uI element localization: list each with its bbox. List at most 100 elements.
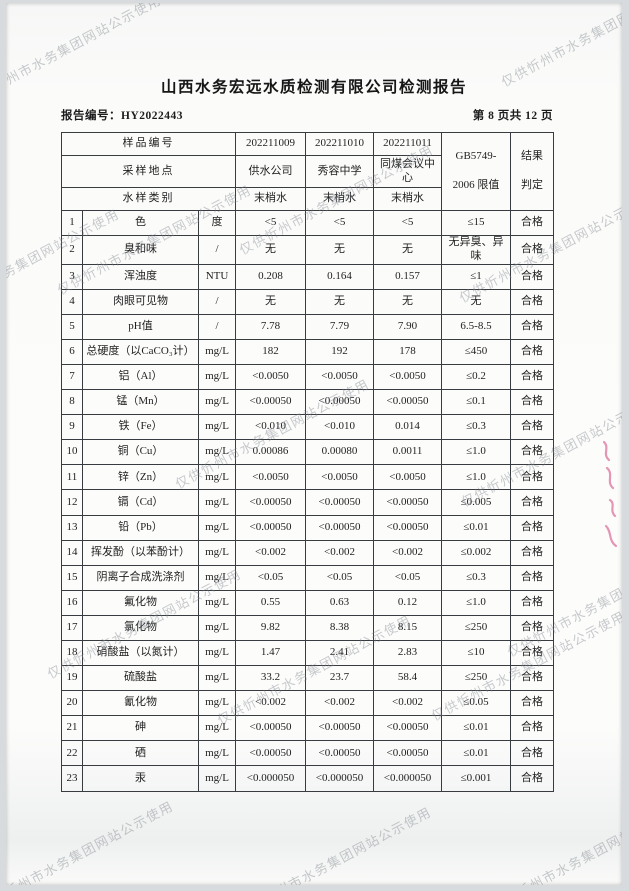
sample3-value: <0.002 [373,539,442,566]
parameter-row: 23 汞 mg/L <0.000050 <0.000050 <0.000050 … [61,765,554,792]
parameter-row: 3 浑浊度 NTU 0.208 0.164 0.157 ≤1 合格 [61,263,554,290]
sample-id-row: 样品编号 202211009 202211010 202211011 GB574… [61,132,554,211]
parameter-row: 19 硫酸盐 mg/L 33.2 23.7 58.4 ≤250 合格 [61,665,554,692]
parameter-row: 10 铜（Cu） mg/L 0.00086 0.00080 0.0011 ≤1.… [61,439,554,466]
sample-type-label: 水样类别 [61,187,236,211]
limit-value: ≤0.002 [441,539,511,566]
result-value: 合格 [510,514,554,541]
unit: mg/L [198,363,236,391]
parameter-row: 1 色 度 <5 <5 <5 ≤15 合格 [61,209,554,237]
sample2-value: <0.002 [305,690,374,717]
sample3-id: 202211011 [373,132,442,156]
sample3-value: 8.15 [373,614,442,642]
parameter-row: 5 pH值 / 7.78 7.79 7.90 6.5-8.5 合格 [61,313,554,340]
sample2-value: 0.164 [305,263,374,290]
parameter-row: 15 阴离子合成洗涤剂 mg/L <0.05 <0.05 <0.05 ≤0.3 … [61,564,554,591]
parameter-name: 总硬度（以CaCO₃计） [82,338,199,365]
sample3-site: 同煤会议中心 [373,155,442,188]
parameter-name: 肉眼可见物 [82,288,199,315]
parameter-row: 14 挥发酚（以苯酚计） mg/L <0.002 <0.002 <0.002 ≤… [61,539,554,566]
sample1-value: <0.05 [235,564,306,591]
unit: mg/L [198,514,236,541]
sample1-value: <0.0050 [235,363,306,391]
sample3-value: 无 [373,288,442,315]
parameter-name: 硝酸盐（以氮计） [82,639,199,667]
sample3-value: <0.00050 [373,715,442,742]
parameter-row: 6 总硬度（以CaCO₃计） mg/L 182 192 178 ≤450 合格 [61,338,554,365]
limit-header-line1: GB5749- [455,150,497,162]
result-value: 合格 [510,263,554,290]
unit: mg/L [198,665,236,692]
sample2-value: 无 [305,288,374,315]
parameter-row: 2 臭和味 / 无 无 无 无异臭、异味 合格 [61,235,554,265]
row-number: 5 [61,313,83,340]
unit: mg/L [198,765,236,792]
row-number: 2 [61,235,83,265]
limit-value: ≤1.0 [441,439,511,466]
unit: mg/L [198,439,236,466]
parameter-row: 13 铅（Pb） mg/L <0.00050 <0.00050 <0.00050… [61,514,554,541]
unit: mg/L [198,338,236,365]
limit-value: ≤0.01 [441,514,511,541]
sample3-value: 7.90 [373,313,442,340]
parameter-row: 8 锰（Mn） mg/L <0.00050 <0.00050 <0.00050 … [61,389,554,416]
sample-id-label: 样品编号 [61,132,236,156]
sample2-value: <0.0050 [305,464,374,491]
sample1-site: 供水公司 [235,155,306,188]
sample3-value: <0.00050 [373,389,442,416]
sample1-type: 末梢水 [235,187,306,211]
parameter-row: 22 硒 mg/L <0.00050 <0.00050 <0.00050 ≤0.… [61,740,554,767]
sample1-id: 202211009 [235,132,306,156]
sample3-value: <0.00050 [373,740,442,767]
result-value: 合格 [510,690,554,717]
unit: mg/L [198,690,236,717]
sample2-value: <0.05 [305,564,374,591]
result-value: 合格 [510,439,554,466]
sample3-value: 无 [373,235,442,265]
sample2-value: <0.00050 [305,489,374,516]
parameter-name: 锰（Mn） [82,389,199,416]
limit-value: 6.5-8.5 [441,313,511,340]
parameter-name: 汞 [82,765,199,792]
limit-header-line2: 2006 限值 [452,179,500,192]
sample1-value: <0.0050 [235,464,306,491]
unit: mg/L [198,414,236,441]
sample3-value: <0.00050 [373,489,442,516]
sample1-value: <0.002 [235,690,306,717]
parameter-row: 4 肉眼可见物 / 无 无 无 无 合格 [61,288,554,315]
row-number: 18 [61,639,83,667]
parameter-row: 9 铁（Fe） mg/L <0.010 <0.010 0.014 ≤0.3 合格 [61,414,554,441]
unit: mg/L [198,489,236,516]
unit: mg/L [198,539,236,566]
limit-value: ≤10 [441,639,511,667]
row-number: 22 [61,740,83,767]
parameter-name: pH值 [82,313,199,340]
result-value: 合格 [510,665,554,692]
result-value: 合格 [510,313,554,340]
sample2-id: 202211010 [305,132,374,156]
parameter-name: 砷 [82,715,199,742]
result-value: 合格 [510,288,554,315]
sample3-value: 58.4 [373,665,442,692]
parameter-name: 色 [82,209,199,237]
parameter-row: 11 锌（Zn） mg/L <0.0050 <0.0050 <0.0050 ≤1… [61,464,554,491]
sample2-value: <0.00050 [305,389,374,416]
watermark-text: 仅供忻州市水务集团网站公示使用 [6,798,177,885]
sample3-value: 0.12 [373,589,442,616]
row-number: 7 [61,363,83,391]
sample3-type: 末梢水 [373,187,442,211]
parameter-name: 硫酸盐 [82,665,199,692]
result-value: 合格 [510,235,554,265]
result-value: 合格 [510,740,554,767]
report-number: 报告编号：HY2022443 [61,110,183,122]
limit-value: ≤15 [441,209,511,237]
parameter-name: 挥发酚（以苯酚计） [82,539,199,566]
sample1-value: <0.00050 [235,389,306,416]
sample2-value: 0.63 [305,589,374,616]
parameter-row: 20 氰化物 mg/L <0.002 <0.002 <0.002 ≤0.05 合… [61,690,554,717]
parameter-row: 18 硝酸盐（以氮计） mg/L 1.47 2.41 2.83 ≤10 合格 [61,639,554,667]
sample2-value: 23.7 [305,665,374,692]
limit-value: ≤0.3 [441,414,511,441]
sample3-value: <0.002 [373,690,442,717]
result-value: 合格 [510,639,554,667]
